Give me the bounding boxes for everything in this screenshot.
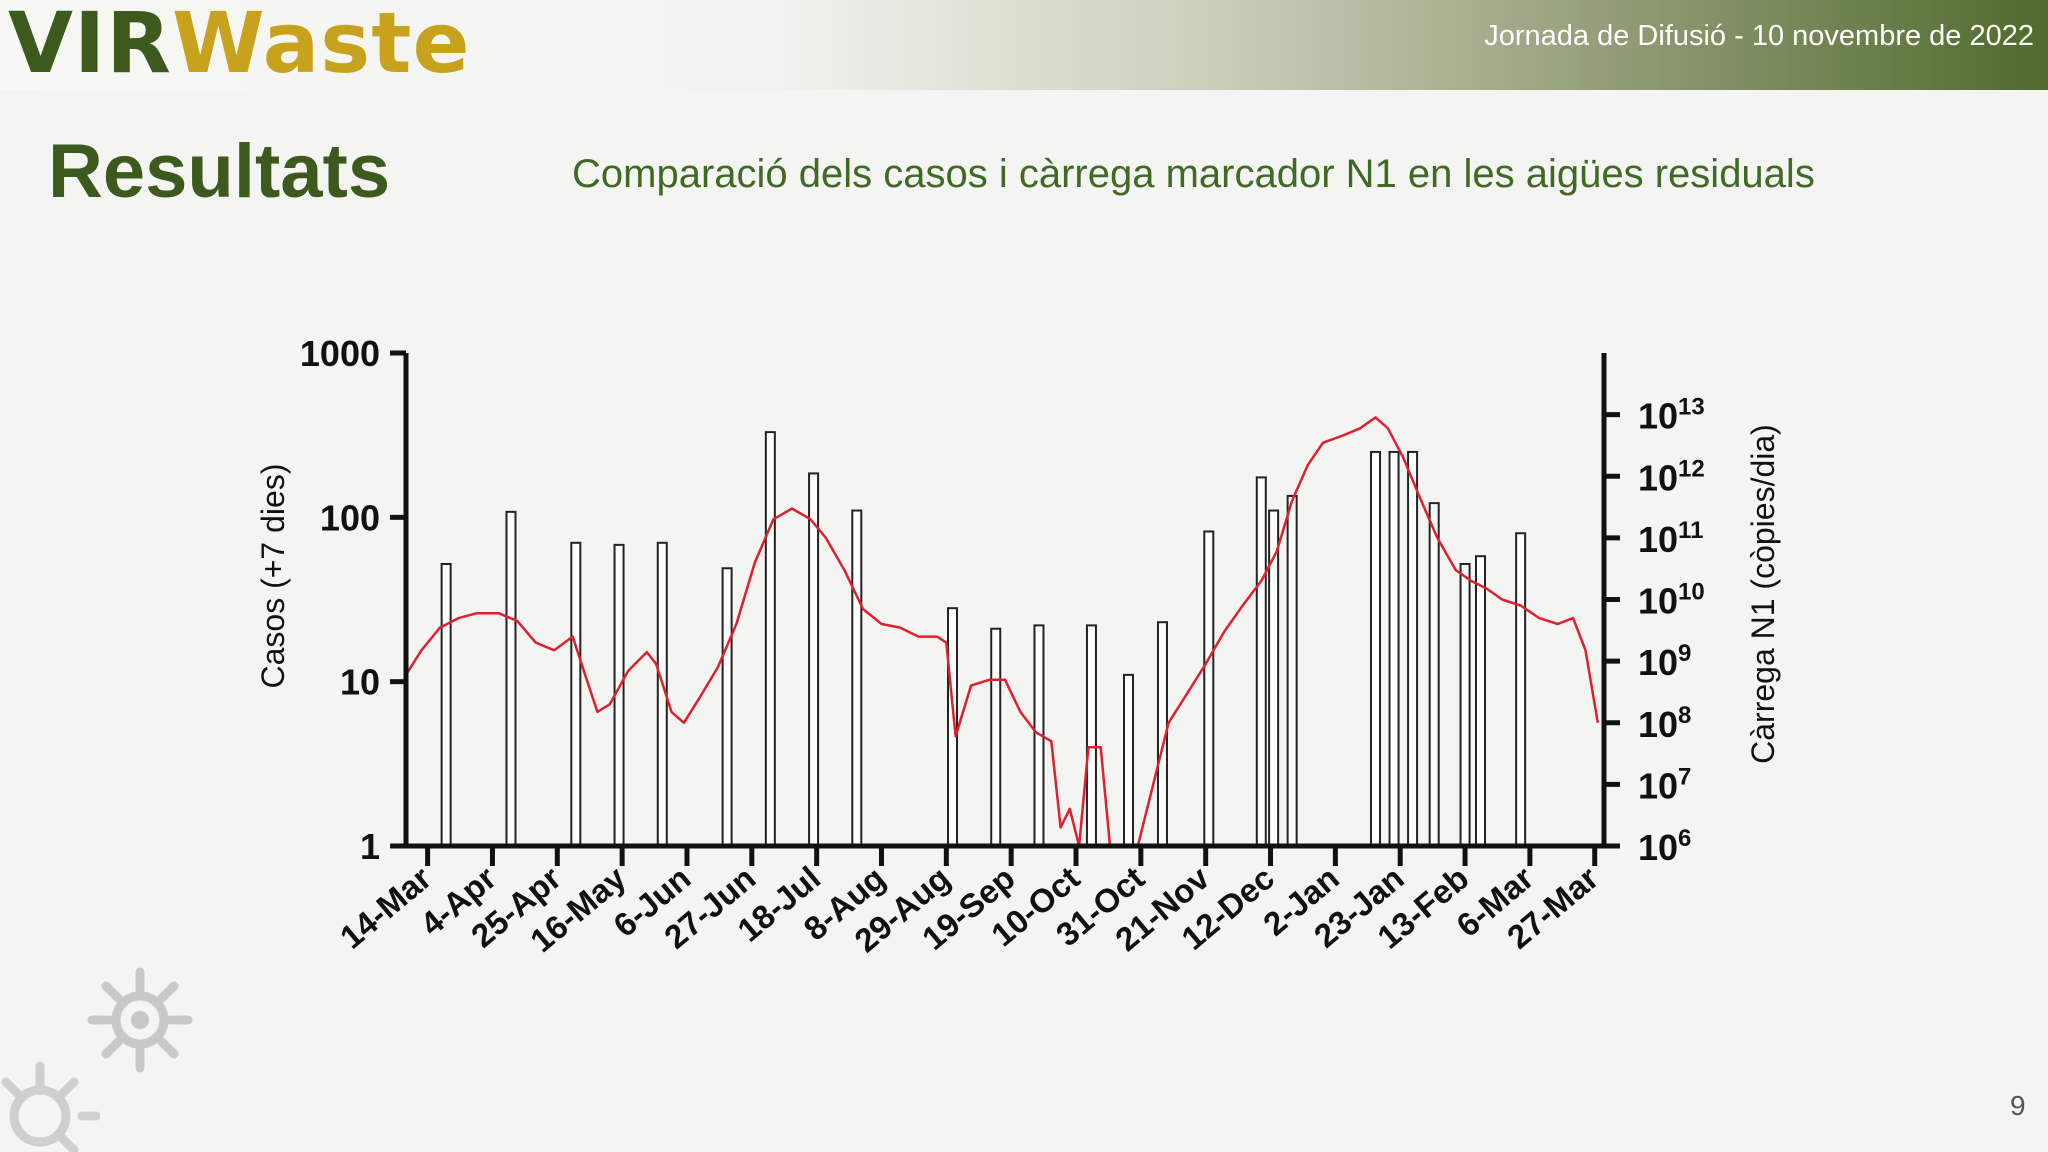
y-left-axis-title: Casos (+7 dies) xyxy=(255,464,291,689)
bar xyxy=(851,509,863,847)
y-right-tick-label: 1011 xyxy=(1638,517,1703,560)
event-label: Jornada de Difusió - 10 novembre de 2022 xyxy=(1484,20,2034,52)
header-bar: VIRWaste Jornada de Difusió - 10 novembr… xyxy=(0,0,2048,92)
y-left-tick-label: 1 xyxy=(360,826,380,867)
virwaste-logo: VIRWaste xyxy=(8,0,471,92)
bar xyxy=(1474,555,1486,848)
slide-title: Resultats xyxy=(48,129,391,214)
bar xyxy=(1428,502,1440,847)
y-right-tick-label: 1013 xyxy=(1638,394,1705,437)
y-right-axis-title: Càrrega N1 (còpies/dia) xyxy=(1745,424,1781,764)
bar xyxy=(990,627,1002,847)
bar xyxy=(1255,476,1267,847)
y-right-tick-label: 108 xyxy=(1638,702,1691,745)
bar xyxy=(764,431,776,847)
bar xyxy=(721,567,733,847)
bar xyxy=(808,472,820,847)
logo-vir: VIR xyxy=(8,0,172,92)
bar xyxy=(1407,450,1419,847)
page-number: 9 xyxy=(2010,1090,2026,1121)
y-right-tick-label: 1012 xyxy=(1638,455,1705,498)
virus-icon-partial xyxy=(1,1061,100,1152)
y-right-tick-label: 106 xyxy=(1638,825,1691,868)
y-right-tick-label: 109 xyxy=(1638,640,1691,683)
bar xyxy=(1388,450,1400,847)
bar xyxy=(1370,450,1382,847)
bar xyxy=(1286,494,1298,847)
slide-subtitle: Comparació dels casos i càrrega marcador… xyxy=(572,152,1815,196)
y-right-tick-label: 107 xyxy=(1638,763,1691,806)
virus-icon xyxy=(87,967,193,1073)
n1-load-line xyxy=(404,416,1600,848)
y-left-tick-label: 10 xyxy=(340,662,380,703)
y-right-tick-label: 1010 xyxy=(1638,579,1705,622)
bar xyxy=(1459,563,1471,848)
bar xyxy=(1123,673,1135,847)
bar xyxy=(1515,532,1527,847)
y-left-tick-label: 1000 xyxy=(300,333,380,374)
logo-waste: Waste xyxy=(171,0,471,92)
bar xyxy=(1203,530,1215,847)
bar xyxy=(570,541,582,847)
bar xyxy=(505,510,517,847)
bar xyxy=(1085,624,1097,847)
y-left-tick-label: 100 xyxy=(320,497,380,538)
bar xyxy=(440,563,452,848)
